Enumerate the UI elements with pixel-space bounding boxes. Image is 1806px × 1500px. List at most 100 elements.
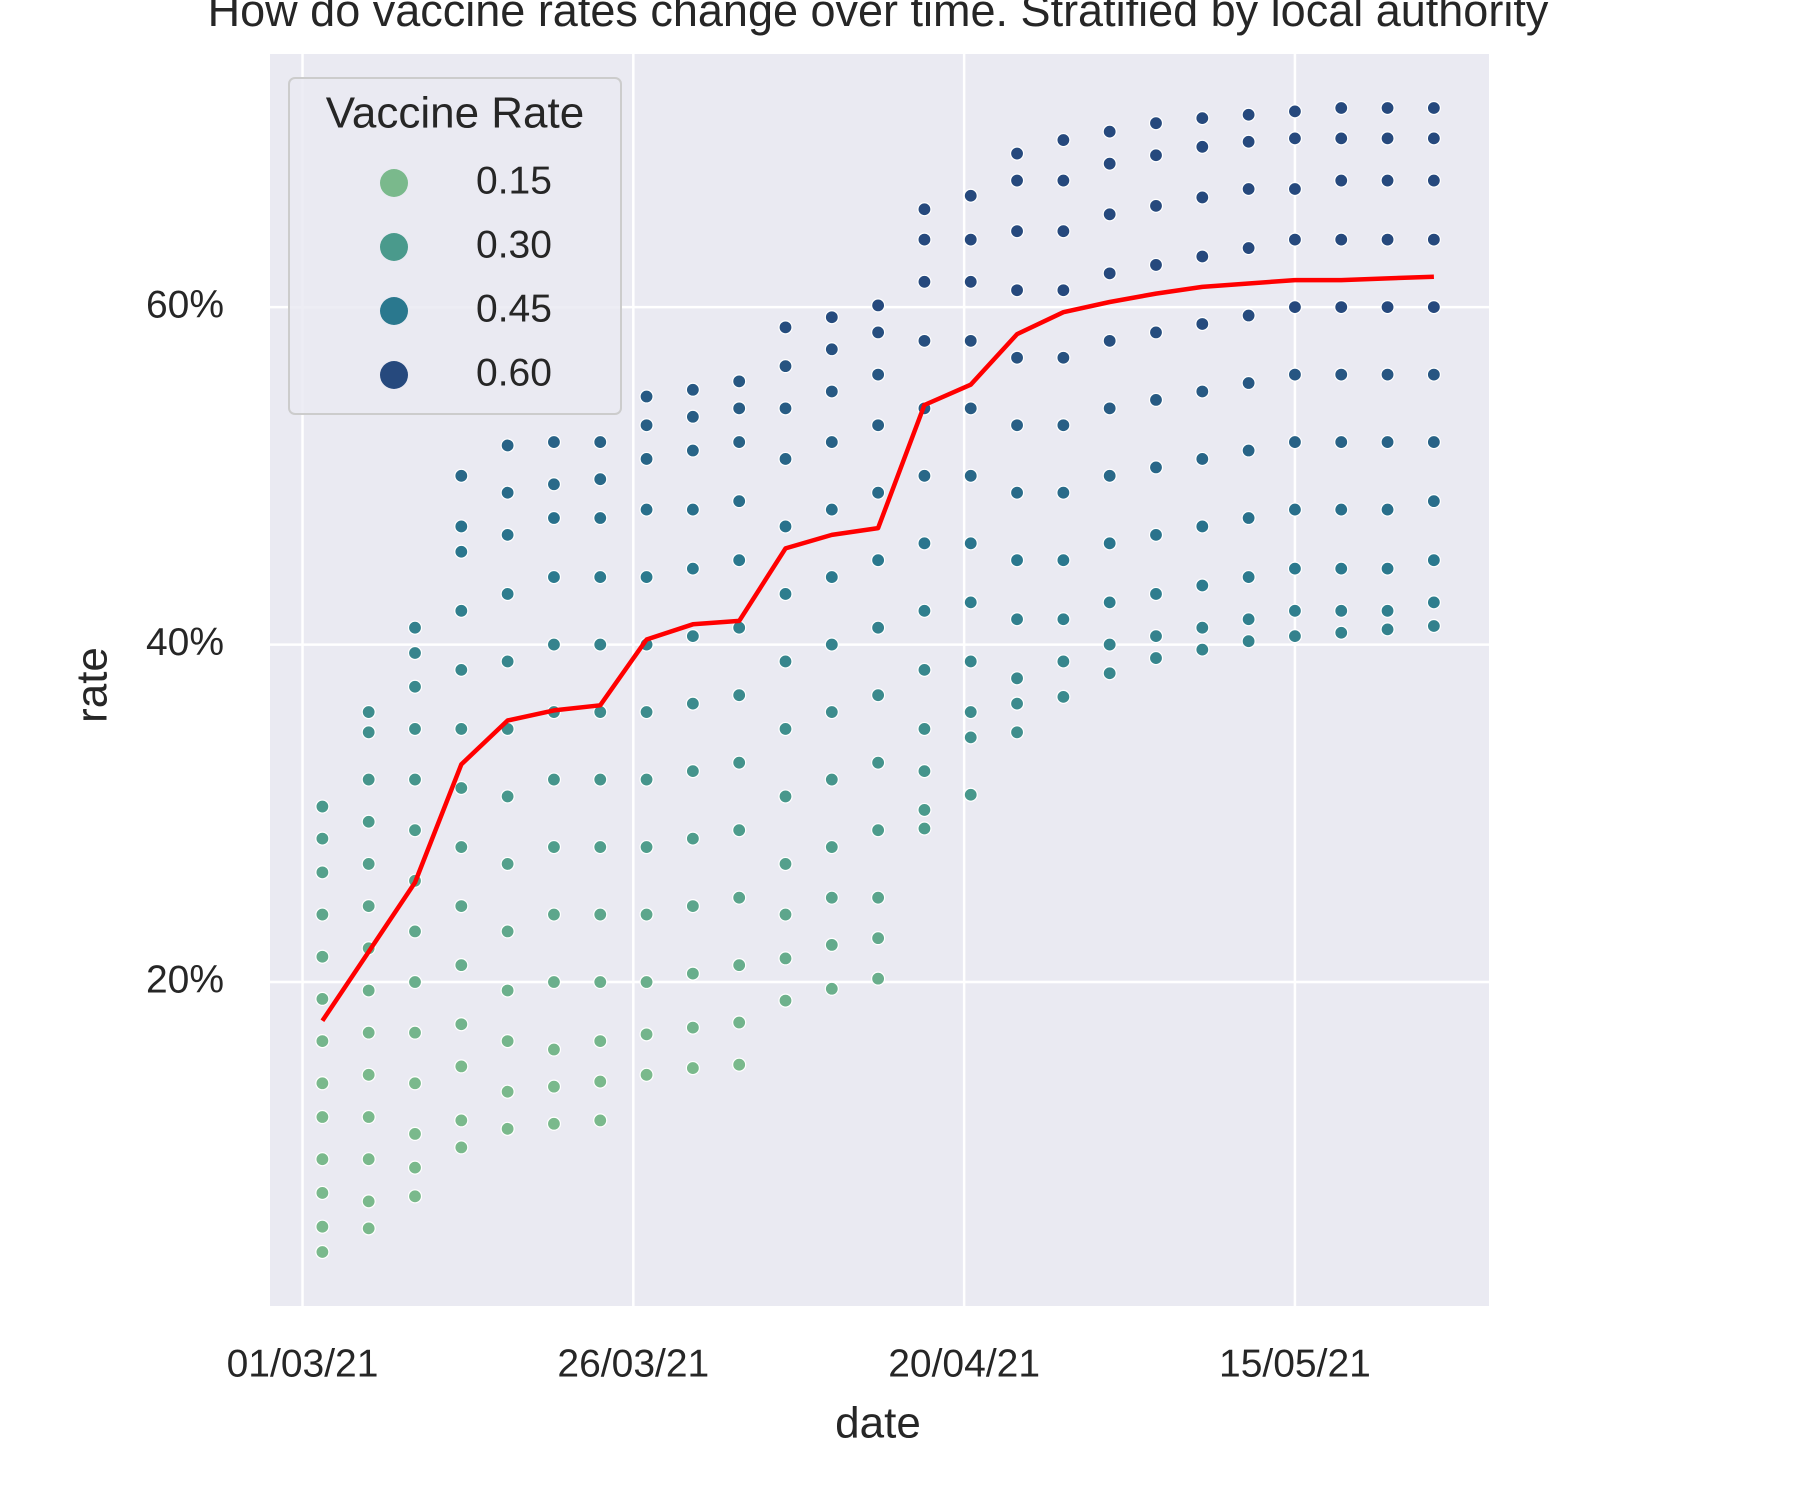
scatter-point <box>1009 612 1025 627</box>
scatter-point <box>1287 367 1303 382</box>
scatter-point <box>500 654 515 669</box>
scatter-point <box>361 814 376 829</box>
scatter-point <box>407 772 423 787</box>
scatter-point <box>639 1027 654 1042</box>
scatter-point <box>1009 725 1025 740</box>
x-axis-label: date <box>835 1399 921 1448</box>
scatter-point <box>454 899 469 914</box>
scatter-point <box>732 401 747 416</box>
scatter-point <box>454 1113 469 1128</box>
scatter-point <box>778 951 793 966</box>
scatter-point <box>1102 401 1117 416</box>
scatter-point <box>685 966 700 981</box>
scatter-point <box>1241 134 1256 149</box>
scatter-point <box>824 342 839 357</box>
scatter-point <box>1148 586 1164 602</box>
scatter-point <box>1380 502 1395 517</box>
scatter-point <box>454 780 469 796</box>
scatter-point <box>1334 131 1349 146</box>
scatter-point <box>824 981 839 996</box>
scatter-point <box>1148 650 1164 666</box>
scatter-point <box>546 1079 562 1094</box>
scatter-point <box>1287 299 1303 315</box>
scatter-point <box>1148 148 1164 163</box>
scatter-point <box>1287 232 1303 247</box>
scatter-point <box>685 502 700 517</box>
scatter-point <box>1009 283 1025 298</box>
scatter-point <box>639 502 654 517</box>
scatter-point <box>1241 181 1256 197</box>
scatter-point <box>871 931 886 946</box>
scatter-point <box>963 730 978 745</box>
scatter-point <box>546 1116 562 1131</box>
scatter-point <box>1380 173 1395 188</box>
scatter-point <box>824 937 839 953</box>
scatter-point <box>500 856 515 872</box>
scatter-point <box>917 802 932 818</box>
scatter-point <box>732 434 747 450</box>
scatter-point <box>1056 654 1071 669</box>
legend-label: 0.60 <box>476 351 552 394</box>
scatter-point <box>1241 569 1256 585</box>
scatter-point <box>1195 139 1210 154</box>
scatter-point <box>917 603 932 618</box>
scatter-point <box>593 434 608 450</box>
scatter-point <box>1287 181 1303 197</box>
scatter-point <box>407 620 423 635</box>
scatter-point <box>917 721 932 737</box>
scatter-point <box>917 333 932 348</box>
scatter-point <box>593 974 608 990</box>
scatter-point <box>454 468 469 483</box>
scatter-point <box>315 1152 330 1167</box>
scatter-point <box>1056 350 1071 365</box>
scatter-point <box>1426 595 1441 610</box>
scatter-point <box>1241 612 1256 627</box>
scatter-point <box>361 1067 376 1082</box>
scatter-point <box>315 1185 330 1201</box>
scatter-point <box>1195 384 1210 399</box>
scatter-point <box>407 679 423 694</box>
scatter-point <box>593 772 608 787</box>
scatter-point <box>361 1194 376 1209</box>
scatter-point <box>500 527 515 542</box>
scatter-point <box>963 787 978 802</box>
scatter-point <box>732 958 747 973</box>
scatter-point <box>1148 527 1164 542</box>
scatter-point <box>361 1025 376 1040</box>
scatter-point <box>1148 629 1164 644</box>
scatter-point <box>1148 257 1164 273</box>
scatter-point <box>1056 612 1071 627</box>
scatter-point <box>871 367 886 382</box>
scatter-point <box>1148 116 1164 131</box>
scatter-point <box>1195 111 1210 126</box>
scatter-point <box>1102 266 1117 281</box>
scatter-point <box>917 764 932 779</box>
scatter-point <box>454 958 469 973</box>
scatter-point <box>1241 308 1256 323</box>
scatter-point <box>732 755 747 770</box>
scatter-point <box>1334 100 1349 116</box>
scatter-point <box>546 434 562 450</box>
scatter-point <box>1380 232 1395 247</box>
scatter-point <box>1195 578 1210 593</box>
scatter-point <box>1056 485 1071 500</box>
scatter-point <box>500 789 515 804</box>
scatter-point <box>732 1015 747 1030</box>
scatter-point <box>593 637 608 652</box>
scatter-point <box>454 721 469 737</box>
scatter-point <box>407 974 423 990</box>
scatter-point <box>963 654 978 669</box>
scatter-point <box>1426 494 1441 509</box>
legend-label: 0.15 <box>476 159 552 202</box>
scatter-point <box>963 468 978 483</box>
scatter-point <box>1287 629 1303 644</box>
scatter-point <box>1009 146 1025 161</box>
scatter-point <box>1241 107 1256 122</box>
scatter-point <box>1334 299 1349 315</box>
scatter-point <box>1380 603 1395 618</box>
scatter-point <box>639 451 654 467</box>
scatter-point <box>454 662 469 677</box>
scatter-point <box>361 856 376 872</box>
scatter-point <box>824 772 839 787</box>
scatter-point <box>315 1219 330 1234</box>
